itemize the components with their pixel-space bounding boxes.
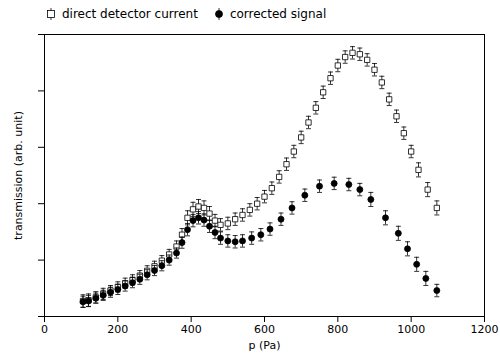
svg-text:0: 0 xyxy=(41,323,48,336)
html-text:corrected signal: corrected signal xyxy=(229,7,327,21)
svg-text:600: 600 xyxy=(254,323,275,336)
svg-text:1000: 1000 xyxy=(397,323,425,336)
svg-text:800: 800 xyxy=(327,323,348,336)
svg-text:200: 200 xyxy=(107,323,128,336)
svg-text:p (Pa): p (Pa) xyxy=(249,339,281,352)
html-text:direct detector current: direct detector current xyxy=(62,7,198,21)
svg-text:1200: 1200 xyxy=(471,323,499,336)
svg-text:transmission (arb. unit): transmission (arb. unit) xyxy=(12,111,25,240)
svg-text:400: 400 xyxy=(181,323,202,336)
